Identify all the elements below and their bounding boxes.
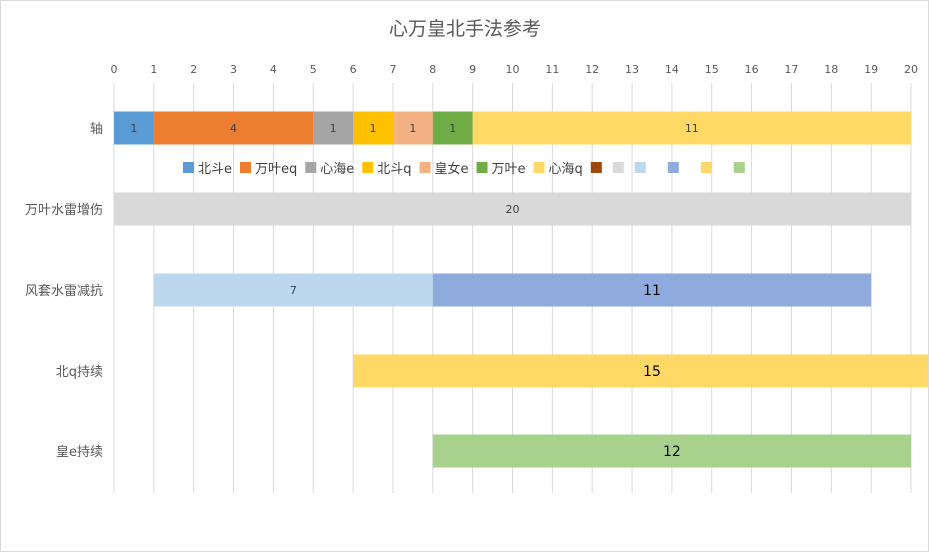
- x-tick-label: 15: [705, 63, 719, 76]
- data-label: 1: [130, 122, 137, 135]
- x-tick-label: 7: [389, 63, 396, 76]
- x-tick-label: 11: [545, 63, 559, 76]
- data-label: 11: [685, 122, 699, 135]
- x-tick-label: 1: [150, 63, 157, 76]
- legend-swatch: [590, 162, 602, 173]
- bar-segment: [313, 111, 354, 145]
- category-label: 万叶水雷增伤: [25, 203, 103, 218]
- bar-segment: [114, 192, 911, 226]
- x-tick-label: 4: [270, 63, 277, 76]
- data-label: 12: [663, 444, 681, 460]
- legend-swatch: [305, 162, 317, 173]
- bar-segment: [153, 273, 433, 307]
- data-label: 7: [290, 284, 297, 297]
- bar-segment: [114, 111, 154, 145]
- legend-swatch: [533, 162, 545, 173]
- x-tick-label: 17: [784, 63, 798, 76]
- legend-swatch: [700, 162, 712, 173]
- x-tick-label: 19: [864, 63, 878, 76]
- legend-swatch: [634, 162, 646, 173]
- x-tick-label: 9: [469, 63, 476, 76]
- legend-swatch: [362, 162, 374, 173]
- data-label: 1: [449, 122, 456, 135]
- bar-segment: [353, 354, 928, 388]
- category-label: 风套水雷减抗: [25, 283, 103, 299]
- legend-swatch: [183, 162, 194, 173]
- legend: 北斗e 万叶eq 心海e 北斗q 皇女e 万叶e 心海q: [183, 161, 745, 177]
- chart-title: 心万皇北手法参考: [389, 18, 541, 40]
- data-label: 1: [370, 122, 377, 135]
- data-label: 20: [506, 203, 520, 216]
- legend-label: 皇女e: [435, 161, 469, 177]
- x-tick-label: 18: [824, 63, 838, 76]
- legend-swatch: [419, 162, 431, 173]
- legend-swatch: [733, 162, 745, 173]
- data-label: 1: [409, 122, 416, 135]
- bar-segment: [432, 434, 911, 468]
- legend-label: 北斗e: [198, 162, 232, 177]
- legend-label: 心海e: [320, 162, 354, 177]
- legend-label: 万叶e: [492, 162, 526, 177]
- x-tick-label: 13: [625, 63, 639, 76]
- data-label: 1: [330, 122, 337, 135]
- legend-label: 心海q: [549, 162, 583, 177]
- category-label: 北q持续: [56, 365, 103, 380]
- bar-segment: [153, 111, 314, 145]
- x-tick-label: 14: [665, 63, 679, 76]
- x-tick-label: 5: [310, 63, 317, 76]
- legend-label: 万叶eq: [255, 162, 297, 177]
- legend-swatch: [240, 162, 251, 173]
- bar-segment: [472, 111, 911, 145]
- data-label: 11: [643, 283, 661, 299]
- x-tick-label: 10: [506, 63, 520, 76]
- data-label: 15: [643, 364, 661, 380]
- x-tick-label: 8: [429, 63, 436, 76]
- bar-segment: [432, 111, 473, 145]
- x-axis-ticks: 0 1 2 3 4 5 6 7 8 9 10 11 12 13 14 15 16 17 18 19 20: [111, 63, 919, 76]
- x-tick-label: 20: [904, 63, 918, 76]
- legend-swatch: [476, 162, 488, 173]
- bar-segment: [432, 273, 872, 307]
- x-tick-label: 12: [585, 63, 599, 76]
- legend-swatch: [612, 162, 624, 173]
- category-label: 轴: [90, 122, 103, 137]
- legend-swatch: [667, 162, 679, 173]
- x-tick-label: 3: [230, 63, 237, 76]
- legend-label: 北斗q: [377, 162, 411, 177]
- x-tick-label: 6: [350, 63, 357, 76]
- bar-segment: [353, 111, 393, 145]
- x-tick-label: 16: [745, 63, 759, 76]
- data-label: 4: [230, 122, 237, 135]
- x-tick-label: 0: [111, 63, 118, 76]
- x-tick-label: 2: [190, 63, 197, 76]
- bar-segment: [392, 111, 433, 145]
- category-label: 皇e持续: [56, 445, 103, 460]
